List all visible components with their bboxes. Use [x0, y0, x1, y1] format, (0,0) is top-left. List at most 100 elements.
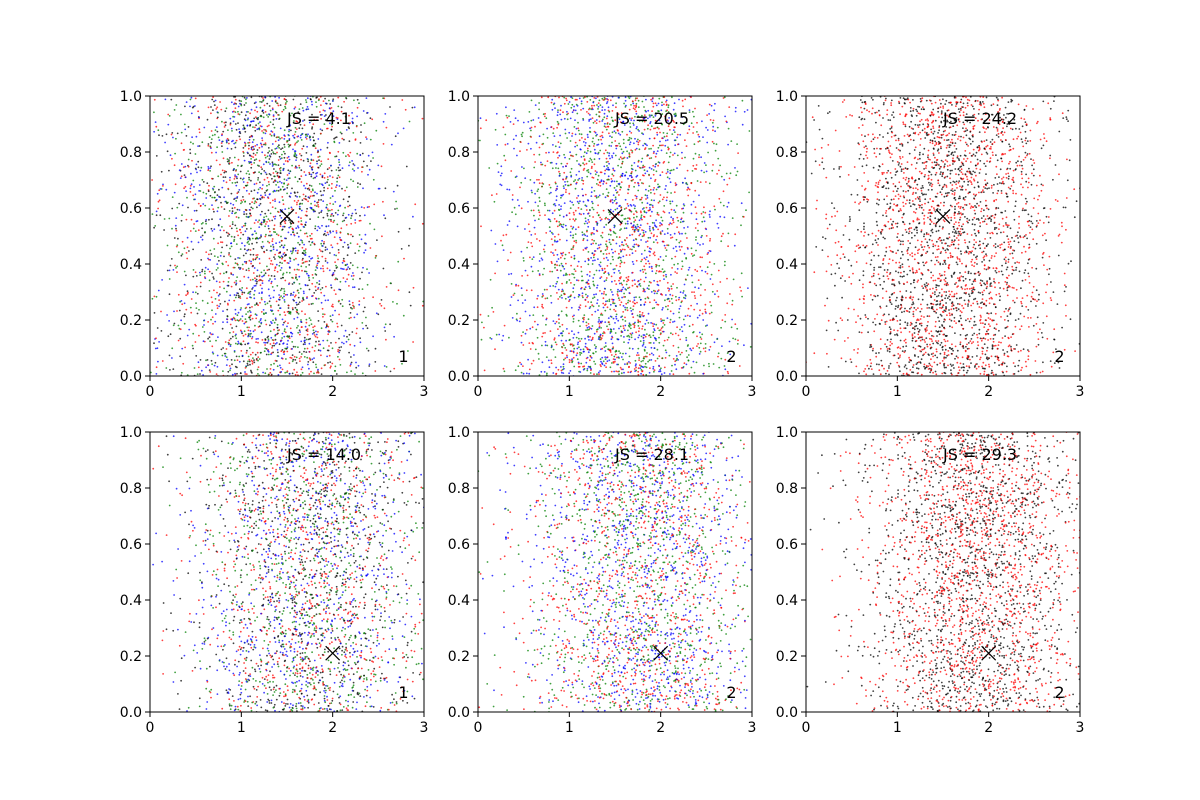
scatter-point: [626, 222, 629, 225]
scatter-point: [582, 212, 585, 215]
scatter-point: [536, 336, 539, 339]
scatter-point: [282, 272, 285, 275]
scatter-point: [248, 209, 251, 211]
scatter-point: [361, 152, 364, 155]
scatter-point: [573, 268, 576, 271]
subplot-1: 0 1 2 30.00.20.40.60.81.0JS = 4.11: [120, 89, 429, 400]
scatter-point: [552, 348, 555, 351]
scatter-point: [296, 203, 298, 206]
scatter-point: [304, 174, 307, 177]
scatter-point: [287, 322, 289, 324]
scatter-point: [317, 199, 320, 201]
scatter-point: [239, 280, 242, 282]
scatter-point: [580, 337, 583, 340]
scatter-point: [304, 325, 307, 328]
scatter-point: [543, 250, 546, 253]
scatter-point: [183, 313, 186, 316]
scatter-point: [699, 181, 702, 184]
scatter-point: [605, 223, 608, 226]
scatter-point: [293, 299, 295, 302]
scatter-point: [216, 116, 219, 119]
scatter-point: [312, 361, 315, 364]
scatter-point: [286, 140, 288, 142]
scatter-point: [580, 270, 583, 273]
scatter-point: [565, 349, 568, 351]
scatter-point: [290, 292, 292, 295]
scatter-point: [651, 322, 654, 325]
scatter-point: [612, 328, 615, 330]
scatter-point: [610, 275, 613, 278]
scatter-point: [541, 305, 543, 308]
scatter-point: [692, 347, 694, 350]
scatter-point: [264, 212, 267, 215]
scatter-point: [705, 235, 708, 237]
scatter-point: [253, 289, 256, 292]
scatter-point: [678, 245, 681, 248]
scatter-point: [195, 285, 198, 288]
scatter-point: [407, 350, 409, 352]
scatter-point: [625, 283, 628, 286]
scatter-point: [327, 325, 330, 328]
scatter-point: [375, 129, 378, 132]
scatter-point: [317, 204, 319, 206]
scatter-point: [362, 110, 365, 112]
scatter-point: [364, 249, 367, 252]
scatter-point: [329, 315, 332, 317]
scatter-point: [307, 158, 310, 161]
scatter-point: [708, 103, 711, 106]
scatter-point: [581, 295, 584, 297]
scatter-point: [256, 269, 259, 272]
scatter-point: [628, 365, 630, 368]
scatter-point: [347, 200, 349, 203]
scatter-point: [731, 217, 734, 220]
scatter-point: [562, 290, 564, 292]
scatter-point: [535, 328, 538, 331]
scatter-point: [194, 271, 197, 274]
scatter-point: [595, 119, 598, 121]
scatter-point: [553, 209, 556, 212]
scatter-point: [550, 251, 552, 254]
scatter-point: [204, 220, 207, 223]
scatter-point: [248, 144, 250, 147]
scatter-point: [667, 146, 669, 149]
scatter-point: [244, 142, 247, 145]
scatter-point: [260, 297, 263, 299]
scatter-point: [653, 307, 656, 309]
scatter-point: [512, 138, 515, 141]
scatter-point: [520, 334, 523, 337]
scatter-point: [490, 338, 493, 340]
scatter-point: [201, 178, 204, 181]
scatter-point: [261, 187, 263, 190]
scatter-point: [632, 263, 635, 265]
scatter-point: [295, 356, 298, 359]
scatter-point: [598, 99, 601, 102]
scatter-point: [282, 188, 285, 191]
scatter-point: [588, 118, 591, 121]
scatter-point: [618, 357, 620, 359]
scatter-point: [550, 359, 553, 362]
scatter-point: [727, 143, 729, 146]
scatter-point: [310, 257, 312, 260]
scatter-point: [270, 134, 273, 137]
scatter-point: [256, 143, 258, 146]
scatter-point: [619, 259, 622, 262]
scatter-point: [304, 343, 306, 345]
scatter-point: [284, 160, 287, 162]
scatter-point: [687, 307, 690, 310]
scatter-point: [344, 280, 347, 283]
scatter-point: [250, 179, 252, 182]
scatter-point: [175, 267, 177, 269]
scatter-point: [234, 181, 237, 184]
scatter-point: [250, 135, 253, 138]
scatter-point: [576, 358, 579, 361]
scatter-point: [601, 97, 604, 100]
scatter-point: [608, 252, 611, 255]
scatter-point: [216, 146, 219, 149]
scatter-point: [298, 333, 301, 336]
scatter-point: [295, 166, 298, 169]
scatter-point: [556, 269, 559, 271]
scatter-point: [270, 249, 273, 252]
scatter-point: [584, 204, 587, 207]
scatter-point: [301, 241, 304, 244]
scatter-point: [615, 242, 618, 245]
